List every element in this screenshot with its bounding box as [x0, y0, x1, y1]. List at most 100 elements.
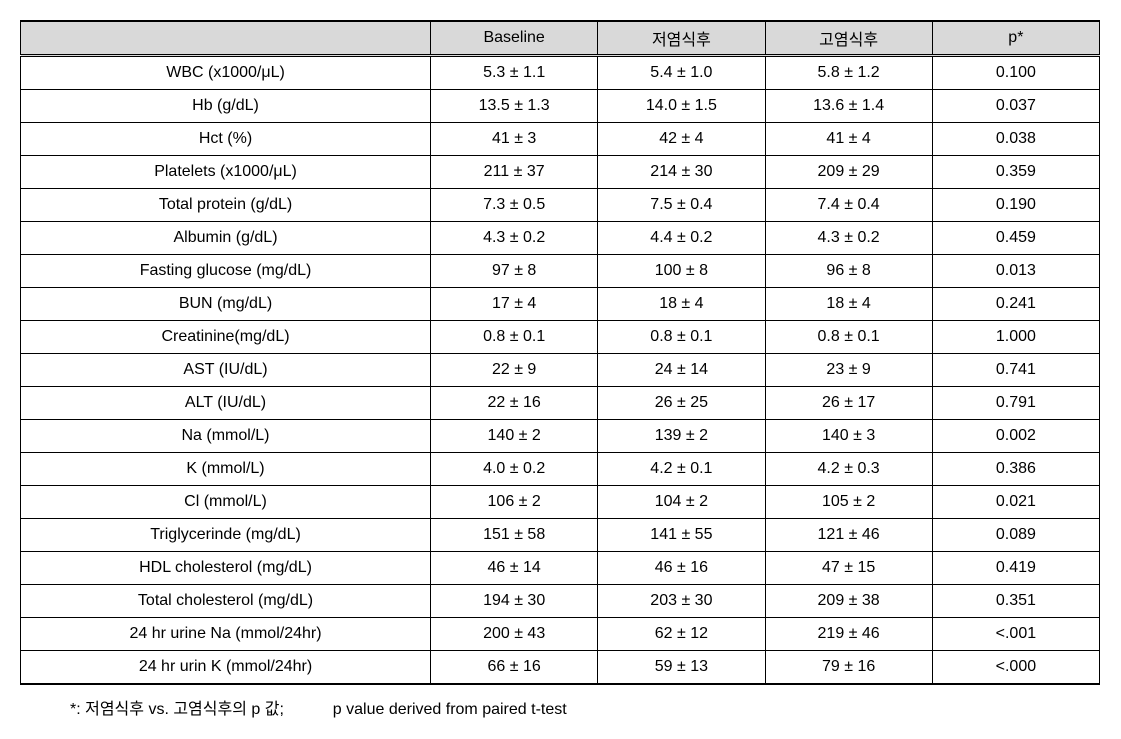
table-row: Cl (mmol/L)106 ± 2104 ± 2105 ± 20.021: [21, 486, 1100, 519]
cell-param: AST (IU/dL): [21, 354, 431, 387]
cell-pvalue: <.001: [932, 618, 1099, 651]
cell-pvalue: <.000: [932, 651, 1099, 685]
cell-param: Platelets (x1000/μL): [21, 156, 431, 189]
cell-pvalue: 0.089: [932, 519, 1099, 552]
cell-pvalue: 0.037: [932, 90, 1099, 123]
cell-pvalue: 0.351: [932, 585, 1099, 618]
cell-highsalt: 140 ± 3: [765, 420, 932, 453]
cell-lowsalt: 14.0 ± 1.5: [598, 90, 765, 123]
cell-pvalue: 1.000: [932, 321, 1099, 354]
table-row: Triglycerinde (mg/dL)151 ± 58141 ± 55121…: [21, 519, 1100, 552]
cell-pvalue: 0.459: [932, 222, 1099, 255]
cell-highsalt: 41 ± 4: [765, 123, 932, 156]
cell-baseline: 22 ± 16: [431, 387, 598, 420]
cell-baseline: 5.3 ± 1.1: [431, 56, 598, 90]
table-row: Creatinine(mg/dL)0.8 ± 0.10.8 ± 0.10.8 ±…: [21, 321, 1100, 354]
cell-highsalt: 5.8 ± 1.2: [765, 56, 932, 90]
cell-baseline: 194 ± 30: [431, 585, 598, 618]
cell-pvalue: 0.419: [932, 552, 1099, 585]
cell-baseline: 17 ± 4: [431, 288, 598, 321]
cell-highsalt: 121 ± 46: [765, 519, 932, 552]
cell-lowsalt: 141 ± 55: [598, 519, 765, 552]
table-body: WBC (x1000/μL)5.3 ± 1.15.4 ± 1.05.8 ± 1.…: [21, 56, 1100, 685]
cell-lowsalt: 0.8 ± 0.1: [598, 321, 765, 354]
cell-highsalt: 23 ± 9: [765, 354, 932, 387]
cell-lowsalt: 62 ± 12: [598, 618, 765, 651]
cell-lowsalt: 4.4 ± 0.2: [598, 222, 765, 255]
cell-pvalue: 0.741: [932, 354, 1099, 387]
cell-pvalue: 0.002: [932, 420, 1099, 453]
cell-lowsalt: 214 ± 30: [598, 156, 765, 189]
cell-pvalue: 0.791: [932, 387, 1099, 420]
cell-highsalt: 18 ± 4: [765, 288, 932, 321]
cell-highsalt: 26 ± 17: [765, 387, 932, 420]
cell-pvalue: 0.359: [932, 156, 1099, 189]
table-row: Fasting glucose (mg/dL)97 ± 8100 ± 896 ±…: [21, 255, 1100, 288]
cell-param: Triglycerinde (mg/dL): [21, 519, 431, 552]
cell-param: HDL cholesterol (mg/dL): [21, 552, 431, 585]
table-row: Total protein (g/dL)7.3 ± 0.57.5 ± 0.47.…: [21, 189, 1100, 222]
cell-highsalt: 219 ± 46: [765, 618, 932, 651]
cell-highsalt: 4.3 ± 0.2: [765, 222, 932, 255]
cell-param: Na (mmol/L): [21, 420, 431, 453]
table-row: Albumin (g/dL)4.3 ± 0.24.4 ± 0.24.3 ± 0.…: [21, 222, 1100, 255]
cell-param: WBC (x1000/μL): [21, 56, 431, 90]
cell-param: Creatinine(mg/dL): [21, 321, 431, 354]
cell-baseline: 211 ± 37: [431, 156, 598, 189]
cell-highsalt: 0.8 ± 0.1: [765, 321, 932, 354]
cell-lowsalt: 42 ± 4: [598, 123, 765, 156]
cell-param: BUN (mg/dL): [21, 288, 431, 321]
table-row: Hct (%)41 ± 342 ± 441 ± 40.038: [21, 123, 1100, 156]
cell-highsalt: 7.4 ± 0.4: [765, 189, 932, 222]
cell-param: Total protein (g/dL): [21, 189, 431, 222]
cell-lowsalt: 4.2 ± 0.1: [598, 453, 765, 486]
col-header-baseline: Baseline: [431, 21, 598, 56]
cell-baseline: 46 ± 14: [431, 552, 598, 585]
table-row: Total cholesterol (mg/dL)194 ± 30203 ± 3…: [21, 585, 1100, 618]
cell-baseline: 97 ± 8: [431, 255, 598, 288]
cell-lowsalt: 46 ± 16: [598, 552, 765, 585]
cell-pvalue: 0.386: [932, 453, 1099, 486]
cell-pvalue: 0.241: [932, 288, 1099, 321]
cell-lowsalt: 18 ± 4: [598, 288, 765, 321]
cell-pvalue: 0.190: [932, 189, 1099, 222]
col-header-param: [21, 21, 431, 56]
cell-param: 24 hr urin K (mmol/24hr): [21, 651, 431, 685]
cell-pvalue: 0.021: [932, 486, 1099, 519]
table-row: AST (IU/dL)22 ± 924 ± 1423 ± 90.741: [21, 354, 1100, 387]
table-row: HDL cholesterol (mg/dL)46 ± 1446 ± 1647 …: [21, 552, 1100, 585]
cell-baseline: 151 ± 58: [431, 519, 598, 552]
footnote-left: *: 저염식후 vs. 고염식후의 p 값;: [70, 701, 284, 718]
cell-baseline: 7.3 ± 0.5: [431, 189, 598, 222]
table-row: ALT (IU/dL)22 ± 1626 ± 2526 ± 170.791: [21, 387, 1100, 420]
cell-pvalue: 0.013: [932, 255, 1099, 288]
table-row: WBC (x1000/μL)5.3 ± 1.15.4 ± 1.05.8 ± 1.…: [21, 56, 1100, 90]
cell-highsalt: 13.6 ± 1.4: [765, 90, 932, 123]
table-header: Baseline 저염식후 고염식후 p*: [21, 21, 1100, 56]
cell-lowsalt: 59 ± 13: [598, 651, 765, 685]
cell-baseline: 106 ± 2: [431, 486, 598, 519]
cell-highsalt: 96 ± 8: [765, 255, 932, 288]
cell-highsalt: 79 ± 16: [765, 651, 932, 685]
footnote-right: p value derived from paired t-test: [333, 701, 567, 718]
cell-pvalue: 0.100: [932, 56, 1099, 90]
table-footnote: *: 저염식후 vs. 고염식후의 p 값; p value derived f…: [20, 695, 1100, 719]
table-row: BUN (mg/dL)17 ± 418 ± 418 ± 40.241: [21, 288, 1100, 321]
table-row: 24 hr urin K (mmol/24hr)66 ± 1659 ± 1379…: [21, 651, 1100, 685]
table-row: Na (mmol/L)140 ± 2139 ± 2140 ± 30.002: [21, 420, 1100, 453]
cell-lowsalt: 139 ± 2: [598, 420, 765, 453]
lab-results-table: Baseline 저염식후 고염식후 p* WBC (x1000/μL)5.3 …: [20, 20, 1100, 685]
cell-baseline: 4.0 ± 0.2: [431, 453, 598, 486]
table-row: 24 hr urine Na (mmol/24hr)200 ± 4362 ± 1…: [21, 618, 1100, 651]
cell-baseline: 66 ± 16: [431, 651, 598, 685]
cell-param: K (mmol/L): [21, 453, 431, 486]
cell-lowsalt: 26 ± 25: [598, 387, 765, 420]
table-row: Platelets (x1000/μL)211 ± 37214 ± 30209 …: [21, 156, 1100, 189]
cell-param: 24 hr urine Na (mmol/24hr): [21, 618, 431, 651]
cell-lowsalt: 100 ± 8: [598, 255, 765, 288]
cell-baseline: 13.5 ± 1.3: [431, 90, 598, 123]
cell-param: ALT (IU/dL): [21, 387, 431, 420]
cell-lowsalt: 203 ± 30: [598, 585, 765, 618]
cell-baseline: 41 ± 3: [431, 123, 598, 156]
col-header-lowsalt: 저염식후: [598, 21, 765, 56]
